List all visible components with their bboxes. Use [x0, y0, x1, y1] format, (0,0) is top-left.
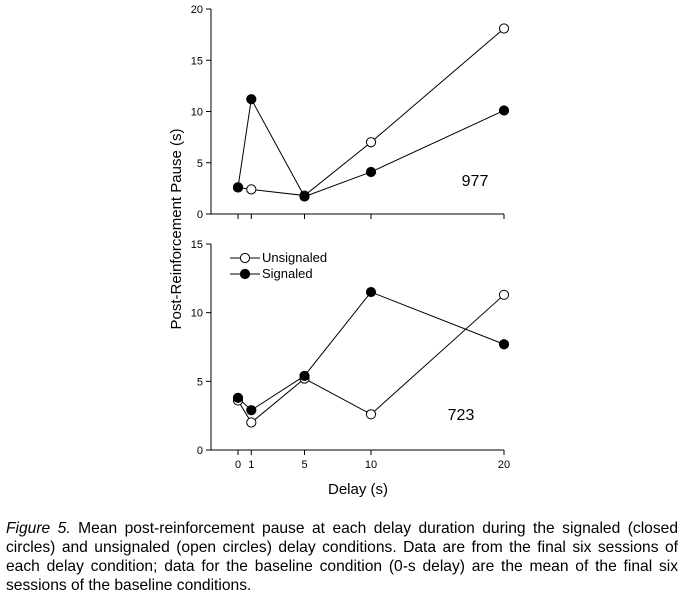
legend-marker-signaled — [239, 268, 251, 280]
data-point-signaled — [498, 339, 510, 350]
x-tick-label: 20 — [498, 459, 510, 471]
x-tick-label: 0 — [235, 459, 241, 471]
y-tick-label: 15 — [191, 239, 203, 251]
data-point-signaled — [246, 94, 257, 105]
series-line-signaled — [237, 291, 505, 411]
y-tick-label: 5 — [197, 158, 203, 170]
legend-label-unsignaled: Unsignaled — [262, 250, 327, 265]
subject-label: 723 — [448, 407, 475, 424]
data-point-unsignaled — [246, 184, 257, 195]
caption-label: Figure 5. — [6, 520, 71, 537]
caption-text: Mean post-reinforcement pause at each de… — [6, 520, 678, 594]
y-tick-label: 10 — [191, 107, 203, 119]
x-tick-label: 1 — [248, 459, 254, 471]
data-point-signaled — [232, 392, 244, 403]
x-tick-label: 10 — [365, 459, 377, 471]
x-tick-label: 5 — [301, 459, 307, 471]
data-point-unsignaled — [365, 409, 377, 420]
data-point-signaled — [365, 166, 377, 178]
data-point-signaled — [498, 105, 510, 116]
y-axis-label: Post-Reinforcement Pause (s) — [168, 129, 185, 330]
data-point-unsignaled — [365, 137, 377, 148]
data-point-signaled — [232, 182, 244, 193]
x-axis-label: Delay (s) — [328, 481, 388, 498]
y-tick-label: 0 — [197, 209, 203, 221]
data-point-unsignaled — [246, 417, 257, 428]
data-point-unsignaled — [498, 289, 510, 300]
series-line-unsignaled — [237, 294, 505, 424]
figure-caption: Figure 5. Mean post-reinforcement pause … — [6, 519, 678, 595]
y-tick-label: 10 — [191, 308, 203, 320]
data-point-signaled — [365, 286, 377, 298]
y-tick-label: 5 — [197, 376, 203, 388]
subject-label: 977 — [462, 173, 489, 190]
y-tick-label: 0 — [197, 445, 203, 457]
data-point-signaled — [246, 405, 257, 416]
y-tick-label: 15 — [191, 55, 203, 67]
data-point-signaled — [299, 191, 310, 202]
y-tick-label: 20 — [191, 4, 203, 16]
panel-977: 0 5 10 15 20 977 — [191, 4, 510, 221]
legend-label-signaled: Signaled — [262, 266, 313, 281]
legend-marker-unsignaled — [239, 252, 251, 264]
data-point-signaled — [299, 370, 310, 381]
data-point-unsignaled — [498, 23, 510, 34]
